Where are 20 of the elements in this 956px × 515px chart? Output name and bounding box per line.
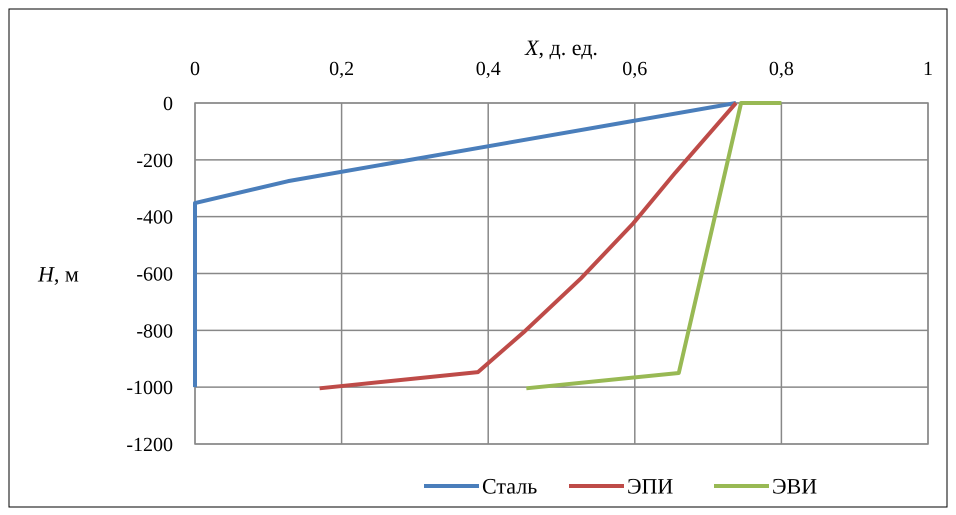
x-tick-label: 0,8 bbox=[768, 58, 794, 80]
legend-label: ЭВИ bbox=[772, 474, 818, 499]
x-tick-label: 0,4 bbox=[476, 58, 501, 80]
x-tick-label: 0,6 bbox=[622, 58, 648, 80]
x-tick-label: 1 bbox=[923, 58, 933, 80]
y-axis-title: H, м bbox=[37, 262, 79, 286]
y-tick-label: 0 bbox=[163, 93, 173, 115]
y-tick-label: -800 bbox=[136, 320, 173, 342]
line-series bbox=[193, 101, 738, 390]
y-tick-label: -200 bbox=[136, 150, 173, 172]
x-tick-label: 0 bbox=[190, 58, 200, 80]
x-axis-title: X, д. ед. bbox=[524, 35, 598, 60]
x-tick-label: 0,2 bbox=[329, 58, 354, 80]
y-tick-label: -600 bbox=[136, 264, 173, 286]
legend-label: ЭПИ bbox=[627, 474, 674, 499]
y-tick-label: -1000 bbox=[126, 377, 173, 400]
legend-label: Сталь bbox=[482, 474, 538, 499]
y-tick-label: -1200 bbox=[126, 434, 173, 456]
line-series bbox=[318, 101, 738, 390]
y-tick-label: -400 bbox=[136, 206, 173, 229]
